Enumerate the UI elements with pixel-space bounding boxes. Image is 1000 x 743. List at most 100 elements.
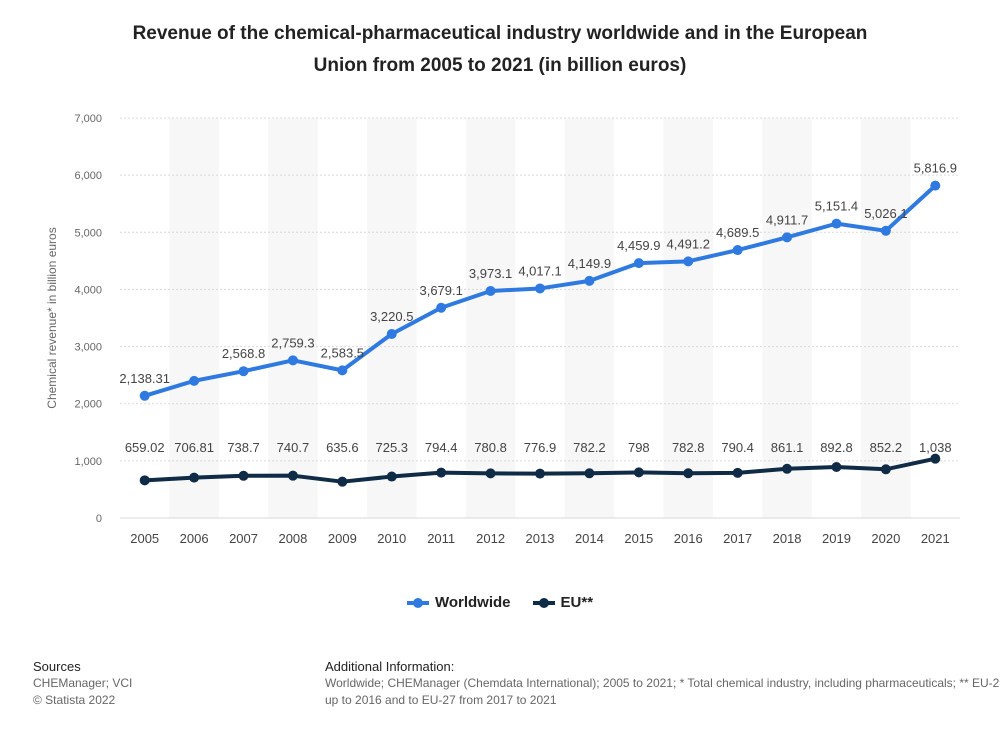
data-label: 861.1 xyxy=(771,440,804,455)
x-tick-label: 2016 xyxy=(674,531,703,546)
data-label: 2,759.3 xyxy=(271,335,314,350)
data-label: 4,017.1 xyxy=(518,263,561,278)
legend-label-eu: EU** xyxy=(560,594,594,611)
data-point xyxy=(386,328,397,339)
data-point xyxy=(485,285,496,296)
data-label: 3,220.5 xyxy=(370,309,413,324)
x-tick-label: 2017 xyxy=(723,531,752,546)
x-tick-label: 2010 xyxy=(377,531,406,546)
data-point xyxy=(584,468,595,479)
chart-title-line2: Union from 2005 to 2021 (in billion euro… xyxy=(313,55,687,76)
data-label: 2,138.31 xyxy=(119,371,170,386)
data-point xyxy=(337,365,348,376)
y-tick-label: 6,000 xyxy=(74,170,102,182)
data-point xyxy=(782,232,793,243)
x-tick-label: 2012 xyxy=(476,531,505,546)
column-band xyxy=(367,118,417,518)
data-point xyxy=(238,366,249,377)
x-tick-label: 2011 xyxy=(427,531,455,546)
x-tick-label: 2009 xyxy=(328,531,357,546)
data-point xyxy=(139,475,150,486)
data-point xyxy=(189,375,200,386)
data-label: 4,689.5 xyxy=(716,225,759,240)
y-tick-label: 3,000 xyxy=(74,342,102,354)
x-tick-label: 2015 xyxy=(624,531,653,546)
data-point xyxy=(683,468,694,479)
column-band xyxy=(564,118,615,518)
data-label: 3,679.1 xyxy=(419,283,462,298)
data-label: 3,973.1 xyxy=(469,266,512,281)
sources-heading: Sources xyxy=(33,659,81,674)
legend-label-worldwide: Worldwide xyxy=(434,594,511,611)
data-label: 782.2 xyxy=(573,440,606,455)
additional-information-text: Worldwide; CHEManager (Chemdata Internat… xyxy=(325,676,1000,707)
data-label: 4,911.7 xyxy=(766,212,808,227)
column-band xyxy=(465,118,516,518)
y-axis-label: Chemical revenue* in billion euros xyxy=(45,227,59,408)
data-label: 794.4 xyxy=(425,440,458,455)
column-band xyxy=(861,118,911,518)
legend: Worldwide EU** xyxy=(0,594,1000,611)
data-point xyxy=(732,245,743,256)
data-label: 725.3 xyxy=(375,440,408,455)
data-label: 5,816.9 xyxy=(914,161,957,176)
data-label: 776.9 xyxy=(524,440,557,455)
data-point xyxy=(287,355,298,366)
data-point xyxy=(238,470,249,481)
data-label: 659.02 xyxy=(125,440,165,455)
x-tick-label: 2020 xyxy=(871,531,900,546)
data-point xyxy=(732,467,743,478)
data-label: 798 xyxy=(628,440,650,455)
data-point xyxy=(337,476,348,487)
data-point xyxy=(633,467,644,478)
legend-item-eu[interactable]: EU** xyxy=(532,594,594,611)
data-point xyxy=(139,390,150,401)
chart-title-line1: Revenue of the chemical-pharmaceutical i… xyxy=(132,23,868,44)
data-label: 5,151.4 xyxy=(815,199,858,214)
data-label: 740.7 xyxy=(277,440,310,455)
x-tick-label: 2018 xyxy=(773,531,802,546)
data-label: 782.8 xyxy=(672,440,705,455)
x-tick-label: 2021 xyxy=(921,531,950,546)
data-label: 852.2 xyxy=(870,440,903,455)
data-point xyxy=(485,468,496,479)
data-point xyxy=(930,180,941,191)
data-point xyxy=(831,218,842,229)
x-tick-label: 2008 xyxy=(278,531,307,546)
x-tick-label: 2007 xyxy=(229,531,258,546)
data-point xyxy=(782,463,793,474)
data-point xyxy=(633,258,644,269)
column-band xyxy=(268,118,318,518)
x-tick-label: 2005 xyxy=(130,531,159,546)
sources-line1: CHEManager; VCI xyxy=(33,676,133,690)
x-tick-label: 2006 xyxy=(180,531,209,546)
x-tick-label: 2013 xyxy=(526,531,555,546)
y-tick-label: 1,000 xyxy=(74,456,102,468)
y-tick-label: 0 xyxy=(96,513,102,525)
data-point xyxy=(386,471,397,482)
legend-item-worldwide[interactable]: Worldwide xyxy=(406,594,511,611)
data-point xyxy=(880,225,891,236)
column-band xyxy=(762,118,812,518)
data-label: 1,038 xyxy=(919,440,952,455)
x-tick-label: 2014 xyxy=(575,531,604,546)
data-label: 4,149.9 xyxy=(568,256,611,271)
line-chart: 0 1,000 2,000 3,000 4,000 5,000 6,000 7,000 Chem… xyxy=(45,113,960,546)
sources-line2: © Statista 2022 xyxy=(33,693,116,707)
additional-information-heading: Additional Information: xyxy=(325,659,455,674)
data-point xyxy=(436,467,447,478)
data-point xyxy=(880,464,891,475)
data-label: 780.8 xyxy=(474,440,507,455)
data-label: 706.81 xyxy=(174,440,214,455)
data-point xyxy=(683,256,694,267)
column-band xyxy=(663,118,713,518)
data-point xyxy=(831,461,842,472)
data-point xyxy=(436,302,447,313)
chart-title: Revenue of the chemical-pharmaceutical i… xyxy=(60,18,940,82)
x-tick-label: 2019 xyxy=(822,531,851,546)
y-tick-label: 2,000 xyxy=(74,399,102,411)
data-point xyxy=(287,470,298,481)
data-point xyxy=(930,453,941,464)
y-tick-label: 7,000 xyxy=(74,113,102,125)
data-label: 635.6 xyxy=(326,440,359,455)
